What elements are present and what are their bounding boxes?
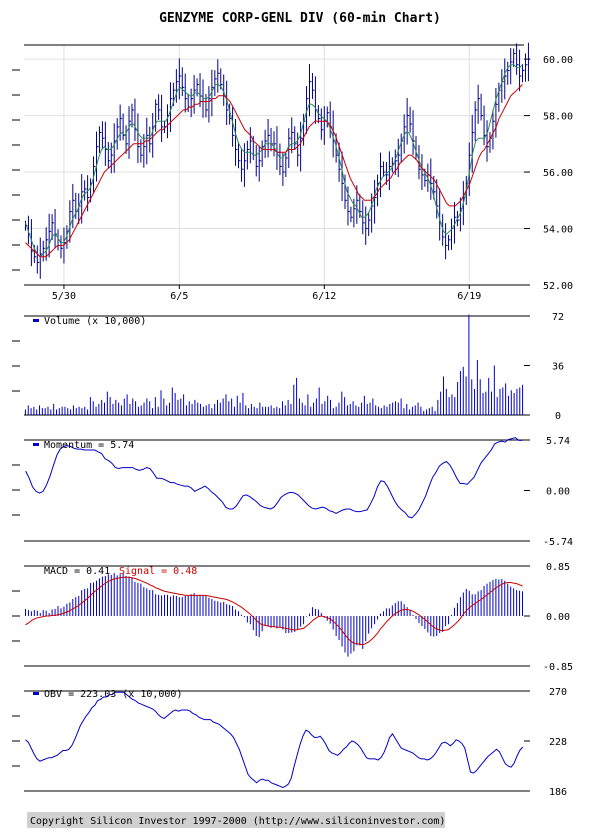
copyright-text: Copyright Silicon Investor 1997-2000 (ht…	[30, 816, 445, 827]
volume-panel: 0 36 72	[12, 312, 564, 422]
obv-legend: OBV = 223.03 (x 10,000)	[44, 689, 182, 700]
chart-title: GENZYME CORP-GENL DIV (60-min Chart)	[159, 11, 441, 26]
obv-panel: 186 228 270	[12, 687, 567, 798]
momentum-legend-swatch	[33, 443, 39, 446]
macd-y-tick-label: -0.85	[543, 662, 573, 673]
momentum-y-tick-label: -5.74	[543, 537, 573, 548]
price-x-tick-label: 5/30	[52, 291, 76, 302]
obv-y-tick-label: 186	[549, 787, 567, 798]
signal-line	[25, 576, 523, 646]
momentum-y-tick-label: 0.00	[546, 487, 570, 498]
volume-legend-swatch	[33, 319, 39, 322]
obv-legend-swatch	[33, 692, 39, 695]
price-x-tick-label: 6/19	[457, 291, 481, 302]
legends: Volume (x 10,000) Momentum = 5.74 MACD =…	[33, 316, 197, 700]
price-x-tick-label: 6/5	[170, 291, 188, 302]
volume-y-tick-label: 0	[555, 411, 561, 422]
momentum-y-tick-label: 5.74	[546, 436, 570, 447]
price-y-tick-label: 54.00	[543, 225, 573, 236]
macd-y-tick-label: 0.00	[546, 612, 570, 623]
price-y-tick-label: 52.00	[543, 281, 573, 292]
price-panel: 5/30 6/5 6/12 6/19 52.00 54.00 56.00 58.00 60.00	[12, 42, 573, 302]
price-y-tick-label: 56.00	[543, 168, 573, 179]
macd-y-tick-label: 0.85	[546, 562, 570, 573]
momentum-panel: -5.74 0.00 5.74	[12, 436, 573, 548]
volume-y-tick-label: 36	[552, 362, 564, 373]
obv-line	[25, 691, 523, 788]
ma-fast-line	[25, 64, 523, 258]
price-y-tick-label: 58.00	[543, 112, 573, 123]
momentum-legend: Momentum = 5.74	[44, 440, 134, 451]
macd-panel: -0.85 0.00 0.85	[12, 562, 573, 673]
obv-y-tick-label: 270	[549, 687, 567, 698]
volume-legend: Volume (x 10,000)	[44, 316, 146, 327]
volume-y-tick-label: 72	[552, 312, 564, 323]
momentum-line	[25, 437, 523, 519]
macd-legend: MACD = 0.41	[44, 566, 110, 577]
price-x-tick-label: 6/12	[312, 291, 336, 302]
signal-legend: Signal = 0.48	[119, 566, 197, 577]
copyright-box	[27, 812, 445, 828]
price-y-tick-label: 60.00	[543, 55, 573, 66]
ma-slow-line	[25, 84, 523, 258]
obv-y-tick-label: 228	[549, 737, 567, 748]
